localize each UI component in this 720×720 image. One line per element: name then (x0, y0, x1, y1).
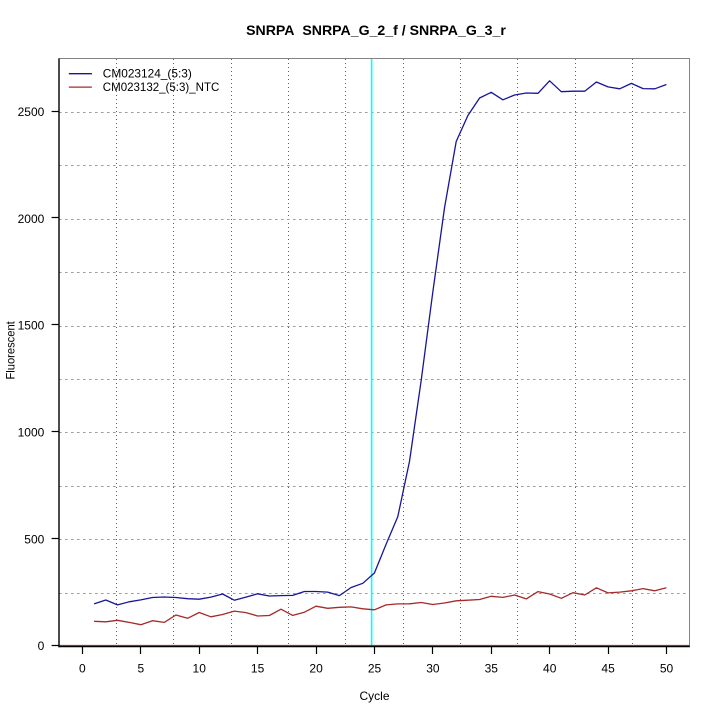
svg-text:10: 10 (193, 662, 207, 676)
svg-text:15: 15 (251, 662, 265, 676)
svg-text:SNRPA SNRPA_G_2_f / SNRPA_G_3: SNRPA SNRPA_G_2_f / SNRPA_G_3_r (246, 22, 506, 38)
svg-text:2000: 2000 (18, 212, 45, 226)
svg-text:5: 5 (137, 662, 144, 676)
svg-text:45: 45 (601, 662, 615, 676)
svg-text:0: 0 (79, 662, 86, 676)
svg-text:20: 20 (309, 662, 323, 676)
svg-text:40: 40 (543, 662, 557, 676)
svg-text:50: 50 (660, 662, 674, 676)
svg-text:35: 35 (485, 662, 499, 676)
svg-text:1500: 1500 (18, 319, 45, 333)
svg-text:CM023132_(5:3)_NTC: CM023132_(5:3)_NTC (103, 80, 220, 94)
svg-text:Cycle: Cycle (359, 689, 389, 703)
svg-text:30: 30 (426, 662, 440, 676)
svg-text:2500: 2500 (18, 105, 45, 119)
svg-text:500: 500 (24, 532, 44, 546)
svg-text:CM023124_(5:3): CM023124_(5:3) (103, 67, 192, 81)
svg-text:Fluorescent: Fluorescent (4, 321, 18, 380)
svg-text:1000: 1000 (18, 426, 45, 440)
svg-text:0: 0 (38, 639, 45, 653)
svg-text:25: 25 (368, 662, 382, 676)
